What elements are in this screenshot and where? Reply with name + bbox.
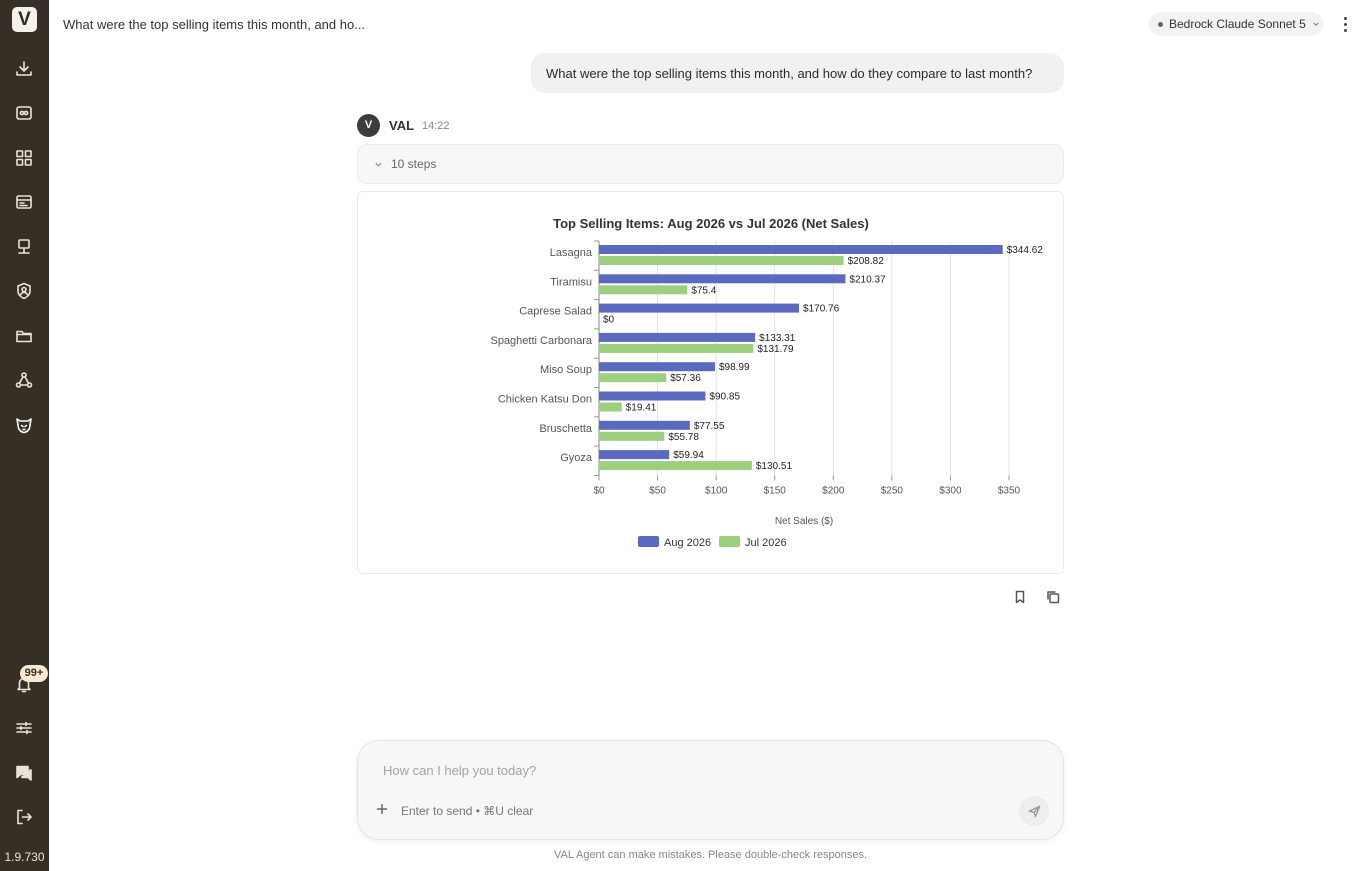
legend-label: Jul 2026	[745, 537, 787, 549]
chart-title: Top Selling Items: Aug 2026 vs Jul 2026 …	[553, 216, 869, 231]
dashboard-icon[interactable]	[13, 147, 35, 169]
message-input[interactable]	[383, 763, 983, 778]
bar-jul	[599, 256, 844, 265]
bar-aug	[599, 420, 690, 430]
bar-jul	[599, 373, 667, 383]
x-tick-label: $200	[822, 485, 845, 496]
steps-label: 10 steps	[391, 157, 437, 171]
download-icon[interactable]	[13, 58, 35, 80]
composer-hint: Enter to send • ⌘U clear	[401, 804, 534, 818]
app-logo[interactable]: V	[12, 7, 37, 32]
bar-aug	[599, 245, 1003, 254]
send-button[interactable]	[1019, 796, 1049, 826]
x-tick-label: $250	[881, 485, 904, 496]
assistant-name: VAL	[389, 118, 415, 133]
chat-icon[interactable]	[13, 762, 35, 784]
y-tick-label: Chicken Katsu Don	[498, 394, 592, 406]
composer: Enter to send • ⌘U clear	[357, 740, 1064, 840]
notification-badge: 99+	[20, 665, 48, 682]
bar-jul	[599, 431, 665, 441]
assistant-avatar: V	[357, 114, 380, 137]
data-label: $344.62	[1007, 245, 1044, 256]
data-label: $90.85	[709, 392, 740, 403]
chevron-down-icon	[375, 162, 382, 167]
user-message: What were the top selling items this mon…	[531, 53, 1064, 93]
user-message-text: What were the top selling items this mon…	[546, 65, 1033, 81]
data-label: $19.41	[626, 403, 657, 414]
logout-icon[interactable]	[13, 806, 35, 828]
legend-label: Aug 2026	[664, 537, 711, 549]
bar-jul	[599, 402, 622, 412]
bar-aug	[599, 391, 706, 401]
bar-aug	[599, 274, 846, 284]
model-name: Bedrock Claude Sonnet 5	[1169, 17, 1306, 31]
data-label: $0	[603, 315, 615, 326]
model-selector[interactable]: Bedrock Claude Sonnet 5	[1148, 12, 1324, 36]
legend-swatch	[719, 536, 740, 547]
send-icon	[1028, 805, 1040, 817]
x-tick-label: $100	[705, 485, 728, 496]
bar-jul	[599, 343, 754, 353]
data-label: $208.82	[848, 256, 885, 267]
y-tick-label: Miso Soup	[540, 364, 592, 376]
y-tick-label: Spaghetti Carbonara	[490, 335, 592, 347]
data-label: $77.55	[694, 421, 725, 432]
disclaimer: VAL Agent can make mistakes. Please doub…	[553, 849, 868, 861]
data-label: $98.99	[719, 362, 750, 373]
more-options-icon[interactable]	[1338, 14, 1352, 34]
message-timestamp: 14:22	[422, 120, 450, 132]
steps-toggle[interactable]: 10 steps	[357, 144, 1064, 184]
app-version: 1.9.730	[4, 850, 45, 864]
sidebar: V 99+	[0, 0, 49, 871]
sliders-icon[interactable]	[13, 717, 35, 739]
agents-icon[interactable]	[13, 102, 35, 124]
data-label: $130.51	[756, 461, 793, 472]
kiosk-icon[interactable]	[13, 236, 35, 258]
x-tick-label: $50	[649, 485, 666, 496]
bar-jul	[599, 461, 752, 471]
x-axis-label: Net Sales ($)	[775, 516, 833, 527]
data-label: $75.4	[691, 285, 716, 296]
x-tick-label: $350	[998, 485, 1021, 496]
bar-aug	[599, 362, 715, 372]
network-icon[interactable]	[13, 369, 35, 391]
legend-swatch	[638, 536, 659, 547]
y-tick-label: Lasagna	[550, 247, 593, 259]
conversation-title: What were the top selling items this mon…	[63, 17, 366, 32]
y-tick-label: Bruschetta	[539, 423, 592, 435]
bar-jul	[599, 285, 688, 295]
data-label: $210.37	[849, 274, 886, 285]
reports-icon[interactable]	[13, 191, 35, 213]
data-label: $170.76	[803, 304, 840, 315]
folder-icon[interactable]	[13, 325, 35, 347]
bar-aug	[599, 332, 756, 342]
x-tick-label: $300	[939, 485, 962, 496]
bar-aug	[599, 450, 670, 460]
data-label: $133.31	[759, 333, 796, 344]
plus-icon[interactable]	[376, 802, 390, 816]
bar-aug	[599, 303, 800, 313]
bar-chart: Top Selling Items: Aug 2026 vs Jul 2026 …	[490, 216, 1044, 549]
y-tick-label: Caprese Salad	[519, 306, 592, 318]
x-tick-label: $0	[593, 485, 605, 496]
data-label: $55.78	[668, 432, 699, 443]
model-status-dot	[1158, 21, 1163, 27]
chart-card: Top Selling Items: Aug 2026 vs Jul 2026 …	[357, 191, 1064, 574]
copy-icon[interactable]	[1046, 590, 1062, 606]
val-mascot-icon[interactable]	[13, 414, 35, 436]
shield-user-icon[interactable]	[13, 280, 35, 302]
data-label: $131.79	[757, 344, 794, 355]
data-label: $59.94	[673, 450, 704, 461]
y-tick-label: Gyoza	[560, 452, 593, 464]
bookmark-icon[interactable]	[1013, 590, 1029, 606]
data-label: $57.36	[670, 373, 701, 384]
y-tick-label: Tiramisu	[550, 276, 592, 288]
chevron-down-icon	[1313, 22, 1319, 26]
x-tick-label: $150	[764, 485, 787, 496]
